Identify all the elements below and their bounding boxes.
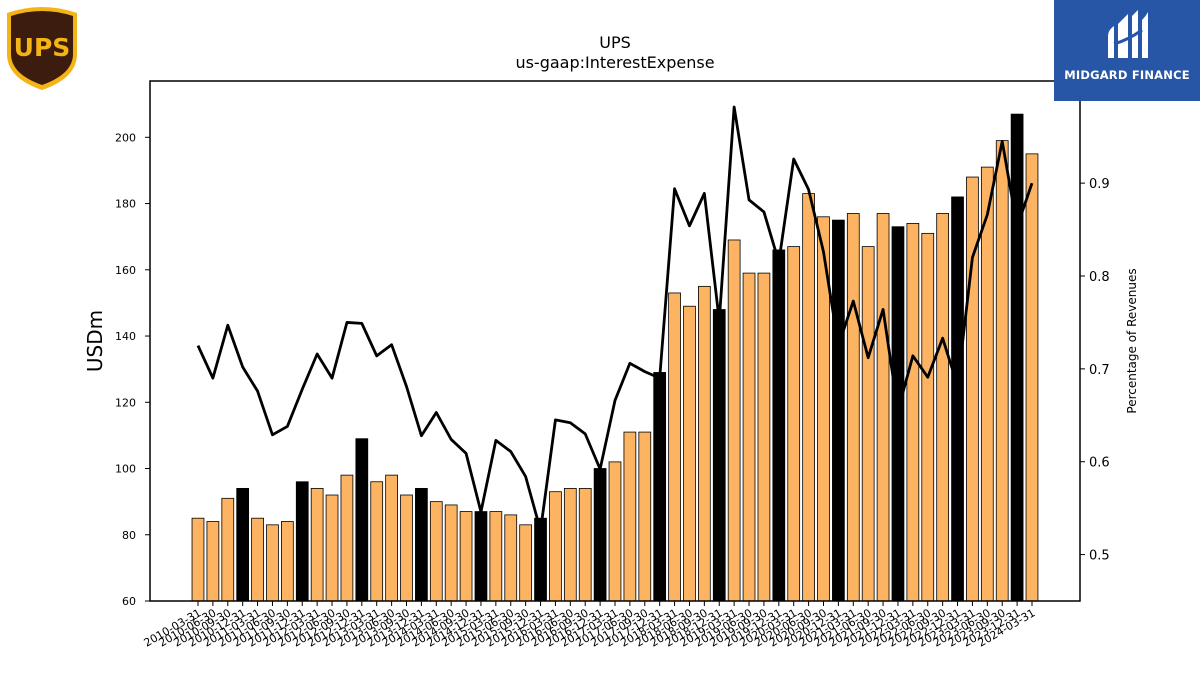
bar	[429, 501, 443, 602]
bar	[1010, 113, 1024, 602]
bar	[563, 487, 577, 602]
bar	[623, 431, 637, 602]
bar	[966, 176, 979, 602]
bar	[221, 497, 235, 602]
bar	[683, 305, 696, 602]
bar	[519, 524, 533, 602]
bar	[489, 511, 503, 602]
bar	[698, 285, 711, 602]
bar	[712, 309, 726, 602]
bar	[1025, 153, 1039, 602]
bar	[355, 438, 369, 602]
y-tick-label: 100	[115, 463, 136, 476]
bar	[325, 494, 339, 602]
right-y-axis: 0.5 0.6 0.7 0.8 0.9	[1080, 177, 1110, 564]
ups-logo-text: UPS	[14, 33, 71, 62]
bar	[802, 193, 815, 602]
bar	[578, 487, 592, 602]
y2-tick-label: 0.9	[1089, 177, 1110, 192]
bar	[370, 481, 384, 602]
bar	[787, 246, 801, 602]
bar	[385, 474, 398, 602]
bar	[653, 372, 667, 602]
ups-shield-icon: UPS	[7, 7, 77, 90]
bar	[415, 487, 428, 602]
y2-tick-label: 0.7	[1089, 363, 1110, 378]
bar	[757, 272, 771, 602]
bar	[593, 468, 607, 602]
bar	[340, 474, 354, 602]
ups-logo: UPS	[4, 4, 80, 92]
y2-tick-label: 0.6	[1089, 456, 1110, 471]
y-tick-label: 200	[115, 131, 136, 144]
chart-subtitle: us-gaap:InterestExpense	[515, 53, 714, 72]
ratio-line	[196, 105, 1034, 532]
y-tick-label: 60	[122, 595, 136, 608]
y-axis-label: USDm	[83, 310, 107, 372]
y2-tick-label: 0.5	[1089, 549, 1110, 564]
bar	[549, 491, 562, 602]
bar	[906, 223, 920, 602]
bar	[876, 213, 890, 602]
bar	[936, 213, 950, 602]
bar	[191, 517, 205, 602]
left-y-axis: 60 80 100 120 140 160 180 200	[115, 131, 150, 608]
bar	[832, 219, 845, 602]
bar	[727, 239, 741, 602]
bar	[444, 504, 458, 602]
midgard-emblem-icon	[1108, 10, 1148, 58]
midgard-finance-logo: MIDGARD FINANCE	[1054, 0, 1200, 101]
bar	[980, 166, 994, 602]
bar	[251, 517, 264, 602]
bar	[638, 431, 652, 602]
bar	[995, 140, 1009, 602]
y-tick-label: 120	[115, 396, 136, 409]
bar	[668, 292, 681, 602]
bar	[280, 521, 294, 602]
bar	[891, 226, 905, 602]
bar	[504, 514, 518, 602]
ratio-line-series	[196, 105, 1034, 532]
bar	[474, 511, 488, 602]
right-y-axis-label: Percentage of Revenues	[1125, 268, 1139, 413]
bar	[921, 232, 935, 602]
bar	[861, 246, 875, 602]
bar-series	[191, 113, 1039, 602]
y-tick-label: 160	[115, 264, 136, 277]
bar	[266, 524, 279, 602]
bar	[951, 196, 964, 602]
chart-title: UPS	[599, 33, 631, 52]
bar	[310, 487, 324, 602]
bar	[400, 494, 413, 602]
bar	[742, 272, 756, 602]
bar	[295, 481, 309, 602]
bar	[608, 461, 622, 602]
x-axis: 2010-03-312010-06-302010-09-302010-12-31…	[142, 601, 1038, 650]
bar	[846, 213, 860, 602]
midgard-logo-text: MIDGARD FINANCE	[1064, 68, 1190, 82]
bar	[236, 487, 250, 602]
y-tick-label: 80	[122, 529, 136, 542]
bar	[459, 511, 473, 602]
y-tick-label: 180	[115, 198, 136, 211]
y2-tick-label: 0.8	[1089, 270, 1110, 285]
bar	[772, 249, 786, 602]
bar	[206, 521, 220, 602]
y-tick-label: 140	[115, 330, 136, 343]
